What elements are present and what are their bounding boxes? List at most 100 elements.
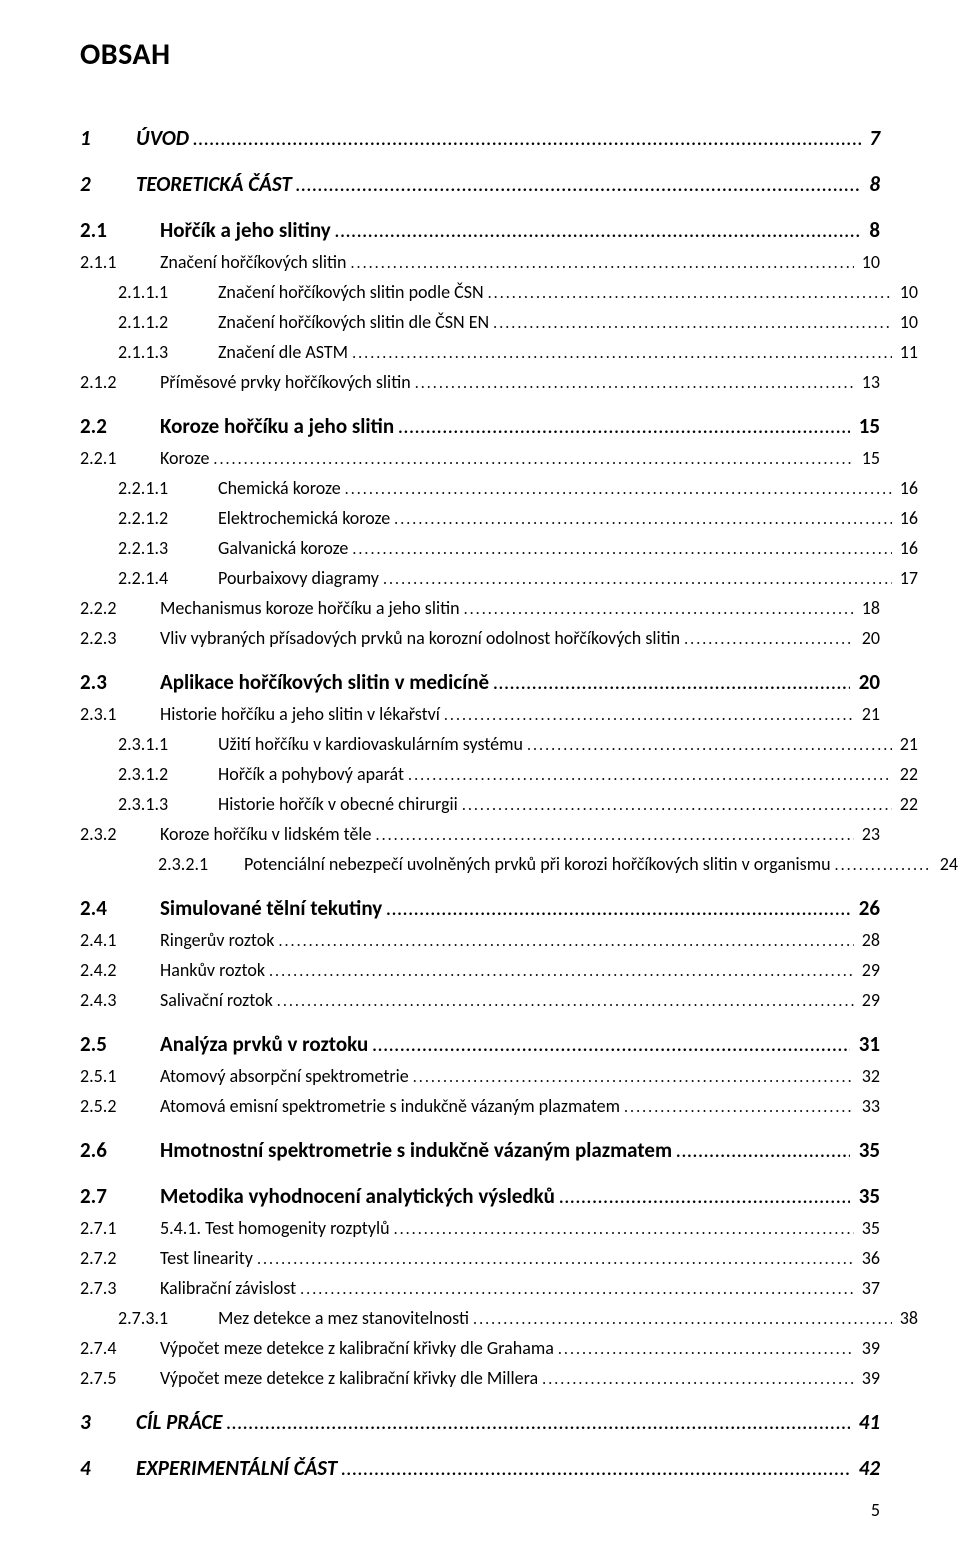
- toc-entry-number: 2.2.2: [80, 597, 160, 619]
- toc-entry: 2.3.2.1Potenciální nebezpečí uvolněných …: [80, 849, 958, 879]
- toc-entry-leader: ........................................…: [415, 374, 854, 393]
- toc-entry-leader: ........................................…: [213, 450, 853, 469]
- toc-entry-page: 7: [865, 125, 880, 151]
- toc-entry: 2.2.1.1Chemická koroze..................…: [80, 473, 918, 503]
- toc-entry-title: EXPERIMENTÁLNÍ ČÁST: [136, 1455, 337, 1481]
- toc-entry-page: 15: [854, 413, 880, 439]
- toc-entry-number: 2.5: [80, 1031, 160, 1057]
- toc-entry: 2.2.1.4Pourbaixovy diagramy.............…: [80, 563, 918, 593]
- page-title: OBSAH: [80, 36, 880, 73]
- toc-entry-leader: ........................................…: [345, 480, 892, 499]
- toc-entry-title: Historie hořčík v obecné chirurgii: [218, 793, 458, 815]
- toc-entry-title: Značení hořčíkových slitin: [160, 251, 347, 273]
- toc-entry: 4EXPERIMENTÁLNÍ ČÁST....................…: [80, 1451, 880, 1485]
- toc-entry-leader: ........................................…: [542, 1370, 854, 1389]
- toc-entry-number: 2.1.1: [80, 251, 160, 273]
- toc-entry: 2.7.3Kalibrační závislost...............…: [80, 1273, 880, 1303]
- toc-entry-number: 2.3.1: [80, 703, 160, 725]
- toc-entry-leader: ........................................…: [351, 254, 854, 273]
- toc-entry-leader: ........................................…: [464, 600, 854, 619]
- toc-entry-title: Kalibrační závislost: [160, 1277, 296, 1299]
- toc-entry-number: 2.1.1.2: [118, 311, 218, 333]
- toc-entry-number: 2.3: [80, 669, 160, 695]
- toc-entry-page: 31: [854, 1031, 880, 1057]
- toc-entry-page: 24: [936, 853, 958, 875]
- toc-entry-title: Vliv vybraných přísadových prvků na koro…: [160, 627, 680, 649]
- toc-entry-number: 2.6: [80, 1137, 160, 1163]
- toc-entry-title: Simulované tělní tekutiny: [160, 895, 382, 921]
- toc-entry-number: 2.7.3: [80, 1277, 160, 1299]
- toc-entry-leader: ........................................…: [296, 175, 861, 196]
- toc-entry-number: 2: [80, 171, 136, 197]
- toc-entry-title: Hankův roztok: [160, 959, 265, 981]
- toc-entry-page: 23: [858, 823, 880, 845]
- toc-entry-number: 2.3.2: [80, 823, 160, 845]
- toc-entry-number: 2.3.1.3: [118, 793, 218, 815]
- toc-entry-page: 18: [858, 597, 880, 619]
- toc-entry: 2.4Simulované tělní tekutiny............…: [80, 891, 880, 925]
- toc-entry-leader: ........................................…: [398, 417, 850, 438]
- toc-entry-number: 1: [80, 125, 136, 151]
- toc-entry-number: 2.4: [80, 895, 160, 921]
- toc-entry-leader: ........................................…: [558, 1340, 854, 1359]
- toc-entry-page: 16: [896, 477, 918, 499]
- toc-entry-page: 35: [854, 1137, 880, 1163]
- toc-entry: 2.6Hmotnostní spektrometrie s indukčně v…: [80, 1133, 880, 1167]
- toc-entry: 2.7.4Výpočet meze detekce z kalibrační k…: [80, 1333, 880, 1363]
- toc-entry-leader: ........................................…: [227, 1413, 850, 1434]
- toc-entry-page: 35: [858, 1217, 880, 1239]
- toc-entry-title: Salivační roztok: [160, 989, 273, 1011]
- toc-entry-title: Užití hořčíku v kardiovaskulárním systém…: [218, 733, 523, 755]
- toc-entry-page: 22: [896, 793, 918, 815]
- toc-entry-page: 39: [858, 1367, 880, 1389]
- toc-entry: 2.3.1.3Historie hořčík v obecné chirurgi…: [80, 789, 918, 819]
- toc-entry-page: 20: [854, 669, 880, 695]
- table-of-contents: 1ÚVOD...................................…: [80, 121, 880, 1485]
- toc-entry-page: 15: [858, 447, 880, 469]
- toc-entry-number: 2.2.1.4: [118, 567, 218, 589]
- toc-entry: 2.3.2Koroze hořčíku v lidském těle......…: [80, 819, 880, 849]
- toc-entry-page: 11: [896, 341, 918, 363]
- toc-entry: 2.2.1Koroze.............................…: [80, 443, 880, 473]
- toc-entry-title: Metodika vyhodnocení analytických výsled…: [160, 1183, 555, 1209]
- toc-entry: 2.5.2Atomová emisní spektrometrie s indu…: [80, 1091, 880, 1121]
- toc-entry-leader: ........................................…: [835, 856, 932, 875]
- toc-entry-title: Aplikace hořčíkových slitin v medicíně: [160, 669, 489, 695]
- toc-entry-title: Značení dle ASTM: [218, 341, 348, 363]
- toc-entry: 2.4.2Hankův roztok......................…: [80, 955, 880, 985]
- toc-entry-title: 5.4.1. Test homogenity rozptylů: [160, 1217, 390, 1239]
- toc-entry-leader: ........................................…: [408, 766, 892, 785]
- toc-entry-number: 2.3.1.2: [118, 763, 218, 785]
- toc-entry-title: Historie hořčíku a jeho slitin v lékařst…: [160, 703, 440, 725]
- toc-entry-leader: ........................................…: [341, 1459, 850, 1480]
- toc-entry-leader: ........................................…: [493, 314, 892, 333]
- toc-entry-leader: ........................................…: [383, 570, 892, 589]
- toc-entry-number: 2.1.2: [80, 371, 160, 393]
- toc-entry: 2.2.2Mechanismus koroze hořčíku a jeho s…: [80, 593, 880, 623]
- toc-entry: 2.4.1Ringerův roztok....................…: [80, 925, 880, 955]
- toc-entry-page: 20: [858, 627, 880, 649]
- toc-entry-title: ÚVOD: [136, 125, 189, 151]
- toc-entry-leader: ........................................…: [257, 1250, 854, 1269]
- toc-entry-page: 13: [858, 371, 880, 393]
- toc-entry-title: Chemická koroze: [218, 477, 341, 499]
- toc-entry-leader: ........................................…: [684, 630, 854, 649]
- footer-page-number: 5: [80, 1499, 880, 1521]
- toc-entry-page: 22: [896, 763, 918, 785]
- toc-entry-page: 38: [896, 1307, 918, 1329]
- toc-entry-title: Mechanismus koroze hořčíku a jeho slitin: [160, 597, 460, 619]
- toc-entry: 2.2.1.3Galvanická koroze................…: [80, 533, 918, 563]
- toc-entry-page: 21: [896, 733, 918, 755]
- toc-entry-leader: ........................................…: [488, 284, 892, 303]
- toc-entry-title: Hořčík a jeho slitiny: [160, 217, 331, 243]
- toc-entry-number: 2.4.2: [80, 959, 160, 981]
- toc-entry-title: Příměsové prvky hořčíkových slitin: [160, 371, 411, 393]
- toc-entry-leader: ........................................…: [193, 129, 861, 150]
- toc-entry-title: Výpočet meze detekce z kalibrační křivky…: [160, 1337, 554, 1359]
- toc-entry-leader: ........................................…: [372, 1035, 850, 1056]
- toc-entry: 3CÍL PRÁCE..............................…: [80, 1405, 880, 1439]
- toc-entry: 2.3Aplikace hořčíkových slitin v medicín…: [80, 665, 880, 699]
- toc-entry-number: 2.7.2: [80, 1247, 160, 1269]
- toc-entry-leader: ........................................…: [559, 1187, 850, 1208]
- toc-entry: 2.1.1.3Značení dle ASTM.................…: [80, 337, 918, 367]
